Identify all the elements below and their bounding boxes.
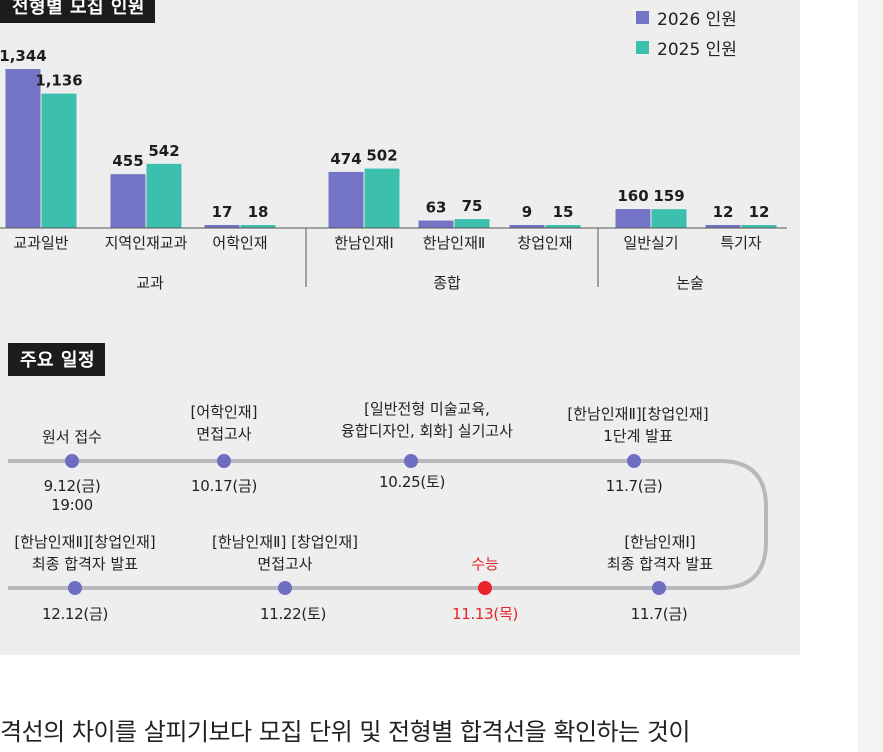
event-title-2-line-0: [일반전형 미술교육, xyxy=(364,400,490,418)
event-title-7-line-0: [한남인재Ⅱ][창업인재] xyxy=(14,533,156,551)
group-label-1: 종합 xyxy=(433,274,461,292)
event-date-0-time: 19:00 xyxy=(51,496,93,514)
event-date-2: 10.25(토) xyxy=(378,473,446,491)
event-title-2-line-1: 융합디자인, 회화] 실기고사 xyxy=(341,422,513,440)
bar-2026-6 xyxy=(615,209,651,228)
side-strip xyxy=(858,0,883,752)
bar-2025-4 xyxy=(454,219,490,228)
value-label-2025-2: 18 xyxy=(248,203,269,221)
chart-heading: 전형별 모집 인원 xyxy=(0,0,155,23)
bar-chart: 1,344 1,136 교과일반 455 542 지역인재교과 17 18 어학인재 474 502… xyxy=(0,47,787,292)
value-label-2025-4: 75 xyxy=(462,197,483,215)
legend-swatch-2025 xyxy=(636,40,649,54)
value-label-2026-4: 63 xyxy=(426,199,447,217)
bar-2025-7 xyxy=(741,225,777,228)
event-title-5: 수능 xyxy=(471,555,499,573)
category-label-5: 창업인재 xyxy=(517,234,572,252)
infographic-panel xyxy=(0,0,800,655)
chart-legend: 2026 인원 2025 인원 xyxy=(636,2,737,62)
value-label-2025-5: 15 xyxy=(553,203,574,221)
event-title-6: [한남인재Ⅱ] [창업인재] 면접고사 xyxy=(212,531,358,575)
legend-label-2026: 2026 인원 xyxy=(657,9,737,30)
category-label-0: 교과일반 xyxy=(13,234,68,252)
event-title-4-line-1: 최종 합격자 발표 xyxy=(606,555,714,573)
event-title-7-line-1: 최종 합격자 발표 xyxy=(31,555,139,573)
category-label-7: 특기자 xyxy=(720,234,762,252)
group-label-2: 논술 xyxy=(676,274,704,292)
event-title-1: [어학인재] 면접고사 xyxy=(191,401,258,445)
legend-swatch-2026 xyxy=(636,10,649,24)
bar-2026-2 xyxy=(204,225,240,228)
category-label-4: 한남인재Ⅱ xyxy=(423,234,486,252)
timeline-dot-3 xyxy=(627,454,641,468)
event-date-7: 12.12(금) xyxy=(41,605,109,623)
event-title-6-line-0: [한남인재Ⅱ] [창업인재] xyxy=(212,533,358,551)
bar-2025-1 xyxy=(146,163,182,228)
event-title-0: 원서 접수 xyxy=(42,428,102,446)
timeline-dot-2 xyxy=(404,454,418,468)
value-label-2026-1: 455 xyxy=(112,152,143,170)
event-title-3-line-0: [한남인재Ⅱ][창업인재] xyxy=(567,405,709,423)
value-label-2025-3: 502 xyxy=(366,147,397,165)
value-label-2026-3: 474 xyxy=(330,150,361,168)
event-title-2: [일반전형 미술교육, 융합디자인, 회화] 실기고사 xyxy=(341,398,513,442)
value-label-2025-7: 12 xyxy=(749,203,770,221)
event-title-1-line-1: 면접고사 xyxy=(196,425,252,443)
category-label-3: 한남인재Ⅰ xyxy=(334,234,394,252)
group-label-0: 교과 xyxy=(136,274,164,292)
schedule-timeline xyxy=(8,454,768,595)
legend-item-2025: 2025 인원 xyxy=(636,32,737,62)
legend-label-2025: 2025 인원 xyxy=(657,39,737,60)
schedule-heading: 주요 일정 xyxy=(8,343,106,376)
event-title-4: [한남인재Ⅰ] 최종 합격자 발표 xyxy=(607,531,713,575)
event-title-1-line-0: [어학인재] xyxy=(190,403,258,421)
value-label-2026-6: 160 xyxy=(617,187,648,205)
timeline-dot-6 xyxy=(278,581,292,595)
event-title-3-line-1: 1단계 발표 xyxy=(603,427,673,445)
timeline-track xyxy=(8,459,768,590)
timeline-dot-0 xyxy=(65,454,79,468)
value-label-2026-0: 1,344 xyxy=(0,47,47,65)
event-date-5: 11.13(목) xyxy=(451,605,519,623)
bar-2025-3 xyxy=(364,168,400,228)
timeline-dot-5 xyxy=(478,581,492,595)
event-date-4: 11.7(금) xyxy=(630,605,688,623)
bar-2026-4 xyxy=(418,220,454,228)
event-title-4-line-0: [한남인재Ⅰ] xyxy=(624,533,696,551)
bar-2025-6 xyxy=(651,209,687,228)
bar-2026-3 xyxy=(328,171,364,228)
category-label-2: 어학인재 xyxy=(212,234,267,252)
category-label-1: 지역인재교과 xyxy=(105,234,188,252)
timeline-dot-7 xyxy=(68,581,82,595)
bar-2025-0 xyxy=(41,93,77,228)
event-title-3: [한남인재Ⅱ][창업인재] 1단계 발표 xyxy=(567,403,708,447)
event-date-1: 10.17(금) xyxy=(190,477,258,495)
bar-2026-0 xyxy=(5,69,41,228)
article-text: 격선의 차이를 살피기보다 모집 단위 및 전형별 합격선을 확인하는 것이 xyxy=(0,718,690,746)
event-date-6: 11.22(토) xyxy=(259,605,327,623)
value-label-2026-7: 12 xyxy=(713,203,734,221)
event-title-6-line-1: 면접고사 xyxy=(257,555,313,573)
legend-item-2026: 2026 인원 xyxy=(636,2,737,32)
event-date-0: 9.12(금) 19:00 xyxy=(44,477,101,515)
bar-2025-2 xyxy=(240,225,276,228)
bar-2026-1 xyxy=(110,174,146,228)
category-label-6: 일반실기 xyxy=(623,234,678,252)
bar-2026-5 xyxy=(509,225,545,228)
event-title-7: [한남인재Ⅱ][창업인재] 최종 합격자 발표 xyxy=(14,531,155,575)
bar-2026-7 xyxy=(705,225,741,228)
timeline-dot-4 xyxy=(652,581,666,595)
value-label-2025-1: 542 xyxy=(148,142,179,160)
value-label-2026-2: 17 xyxy=(212,203,233,221)
value-label-2026-5: 9 xyxy=(522,203,532,221)
value-label-2025-6: 159 xyxy=(653,187,684,205)
bar-2025-5 xyxy=(545,225,581,228)
event-date-3: 11.7(금) xyxy=(605,477,663,495)
event-date-0-day: 9.12(금) xyxy=(43,477,101,495)
timeline-dot-1 xyxy=(217,454,231,468)
value-label-2025-0: 1,136 xyxy=(35,72,82,90)
